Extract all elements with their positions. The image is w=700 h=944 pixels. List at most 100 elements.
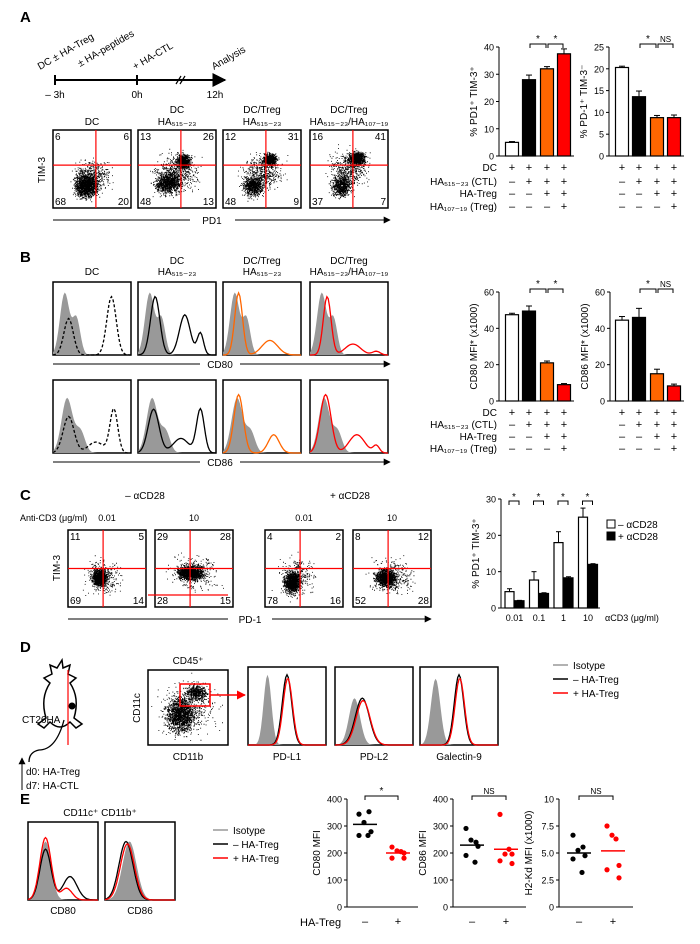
isotype-histogram [223,397,301,453]
condition-sign: + [561,176,567,188]
condition-sign: + [544,188,550,200]
x-axis-label: CD80 [50,906,76,917]
condition-sign: – [509,201,516,213]
y-tick-label: 200 [433,849,448,859]
bar [556,384,572,402]
data-point [497,858,503,864]
sample-histogram [309,393,388,454]
plot-title: DC [170,105,184,116]
flow-plot-a [222,129,302,209]
condition-sign: – [619,431,626,443]
plot-title: DC/Treg [243,105,280,116]
y-tick-label: 300 [327,822,342,832]
plot-title: DC/Treg [330,105,367,116]
bar-chart-A2 [614,43,682,157]
group-label: + [503,916,509,928]
data-point [580,844,586,850]
x-axis-label: PD-L1 [273,752,302,763]
data-point [502,851,508,857]
data-point [356,811,362,817]
mouse-icon [36,657,84,729]
bar [521,310,537,402]
x-axis-label: CD80 [207,360,233,371]
significance-bracket [578,795,614,800]
y-axis-label: TIM-3 [37,157,48,184]
dose-value: 0.01 [98,513,116,523]
quadrant-lower-right-percent: 20 [118,197,130,208]
bar [577,516,589,609]
y-tick-label: 400 [433,795,448,805]
condition-sign: – [544,443,551,455]
condition-sign: + [526,407,532,419]
condition-sign: – [526,188,533,200]
y-tick-label: 15 [594,86,604,96]
condition-header: – αCD28 [125,491,165,502]
bar [556,53,572,157]
legend-label: Isotype [233,826,266,837]
condition-sign: + [509,162,515,174]
plot-title: HA₅₁₅₋₂₃ [243,267,282,278]
panel-label: B [20,249,31,266]
isotype-histogram [248,674,326,745]
plot-title: CD45⁺ [173,656,204,667]
event-dots [237,151,289,202]
condition-sign: + [671,176,677,188]
histogram-cd80 [309,281,389,356]
bar [666,385,682,402]
condition-sign: + [561,188,567,200]
quadrant-upper-right-percent: 41 [375,132,387,143]
y-tick-label: 20 [595,360,605,370]
data-point [468,837,474,843]
quadrant-upper-left-percent: 12 [225,132,237,143]
sample-histogram [222,393,301,454]
condition-sign: + [544,431,550,443]
histogram-cd80 [27,821,99,901]
histogram-cd80 [137,281,217,356]
axis-break-icon [175,75,186,85]
condition-sign: + [671,407,677,419]
event-dots [165,552,224,593]
condition-sign: + [671,443,677,455]
flow-plot-a [137,129,217,209]
condition-sign: + [636,407,642,419]
data-point [609,832,615,838]
data-point [472,859,478,865]
condition-sign: + [671,201,677,213]
legend-label: + HA-Treg [573,689,619,700]
data-point [389,844,395,850]
timeline-event: Analysis [210,44,248,72]
data-point [579,869,585,876]
y-tick-label: 0 [337,903,342,913]
bar [504,591,515,609]
condition-sign: + [526,162,532,174]
condition-row-label: HA₅₁₅₋₂₃ (CTL) [430,177,497,188]
significance-bracket [529,288,547,293]
data-point [366,809,372,815]
y-tick-label: 40 [484,324,494,334]
sample-histogram [310,295,389,356]
condition-row-label: HA₁₀₇₋₁₉ (Treg) [430,202,497,213]
data-point [365,832,371,839]
timeline-time-label: 12h [207,90,224,101]
bar [553,541,564,609]
y-axis-label: TIM-3 [52,555,63,582]
bar [649,117,665,157]
timeline-time-label: – 3h [45,90,64,101]
condition-sign: + [619,407,625,419]
significance-bracket [639,43,657,48]
grouped-bar-chart-C [504,500,616,609]
histogram-cd80 [52,281,132,356]
mouse-tail [28,719,65,763]
data-point [401,855,407,861]
significance-label: * [561,492,565,503]
condition-sign: – [619,201,626,213]
bar [528,579,540,609]
y-tick-label: 0 [443,903,448,913]
condition-sign: + [526,419,532,431]
panel-label: A [20,9,31,26]
condition-sign: + [561,162,567,174]
condition-row-label: HA-Treg [460,432,497,443]
data-point [368,829,374,835]
event-dots [70,157,114,203]
legend-swatch [606,531,616,541]
